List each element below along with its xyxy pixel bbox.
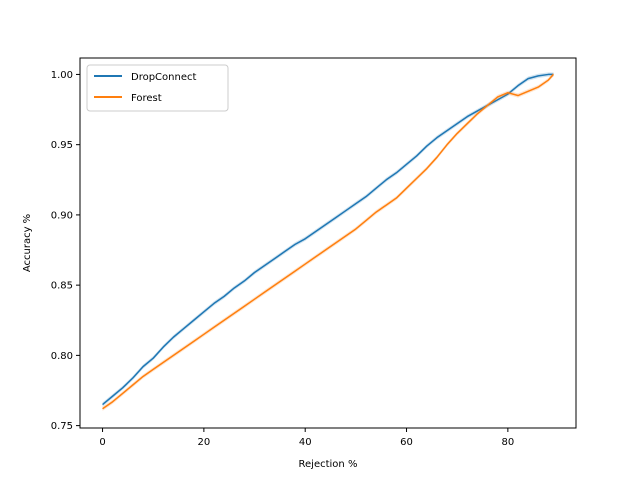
series-line-dropconnect xyxy=(102,73,554,406)
y-tick-label: 0.90 xyxy=(51,210,73,221)
x-axis-label: Rejection % xyxy=(299,459,358,470)
legend: DropConnect Forest xyxy=(86,64,229,112)
legend-label-dropconnect: DropConnect xyxy=(131,72,196,83)
x-tick-label: 0 xyxy=(99,437,105,448)
legend-box xyxy=(86,64,229,112)
y-tick-label: 1.00 xyxy=(51,70,73,81)
x-tick-label: 60 xyxy=(400,437,413,448)
legend-label-forest: Forest xyxy=(131,93,162,104)
axes-frame xyxy=(79,57,577,429)
y-tick-label: 0.85 xyxy=(51,281,73,292)
x-tick-label: 80 xyxy=(501,437,514,448)
series-layer xyxy=(102,72,555,411)
y-tick-label: 0.80 xyxy=(51,351,73,362)
y-tick-label: 0.75 xyxy=(51,421,73,432)
x-axis: 0 20 40 60 80 xyxy=(99,428,514,448)
x-tick-label: 40 xyxy=(299,437,312,448)
y-tick-label: 0.95 xyxy=(51,140,73,151)
x-tick-label: 20 xyxy=(198,437,211,448)
y-axis: 0.75 0.80 0.85 0.90 0.95 1.00 xyxy=(51,70,80,432)
y-axis-label: Accuracy % xyxy=(22,214,33,272)
series-line-forest xyxy=(102,73,555,410)
